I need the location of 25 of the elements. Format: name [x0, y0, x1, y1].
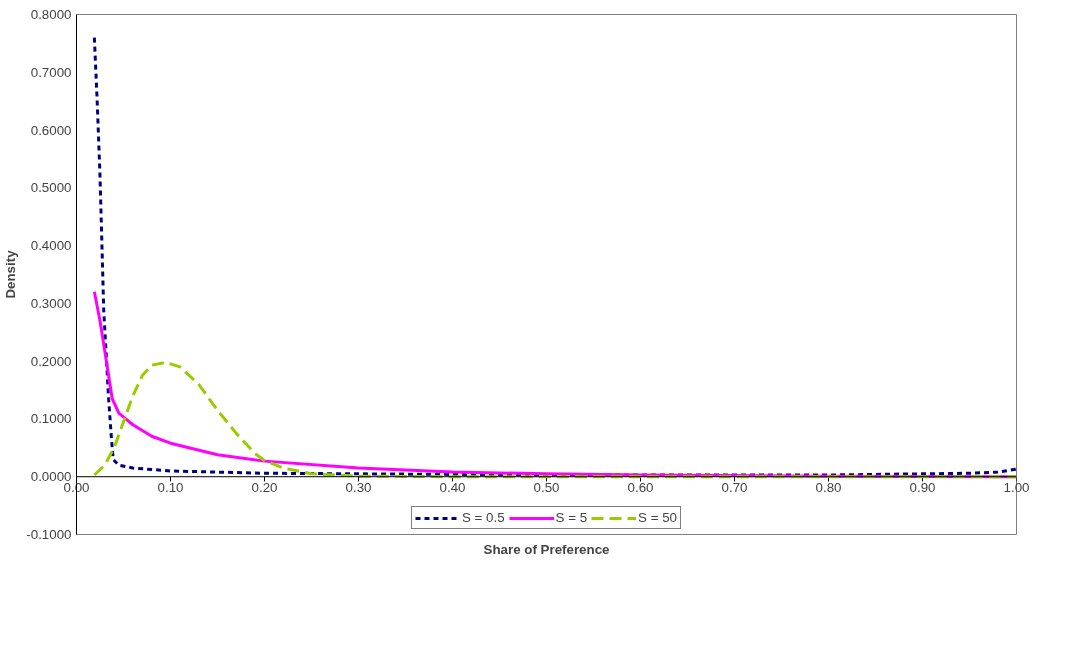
x-tick-label: 0.50	[533, 479, 560, 495]
x-tick-label: 0.40	[439, 479, 466, 495]
x-tick-label: 0.70	[721, 479, 748, 495]
y-tick-label: -0.1000	[26, 527, 72, 542]
y-tick-label: 0.5000	[30, 180, 72, 196]
y-tick-label: 0.6000	[30, 122, 72, 138]
y-tick-label: 0.7000	[30, 64, 72, 80]
y-tick-label: 0.4000	[30, 238, 72, 254]
x-tick-label: 0.20	[251, 479, 278, 495]
x-tick-label: 0.10	[157, 479, 184, 495]
y-tick-label: 0.2000	[30, 353, 72, 369]
x-tick-label: 0.80	[815, 479, 842, 495]
y-axis-title: Density	[3, 249, 19, 299]
legend-label: S = 0.5	[461, 510, 505, 525]
x-tick-label: 0.60	[627, 479, 654, 495]
x-axis-title: Share of Preference	[483, 541, 610, 557]
line-series	[92, 36, 1017, 477]
legend-label: S = 50	[638, 510, 678, 525]
x-tick-label: 0.30	[345, 479, 372, 495]
y-tick-label: 0.3000	[30, 295, 72, 311]
legend-label: S = 5	[555, 510, 588, 525]
line-series	[92, 360, 1017, 479]
y-tick-label: 0.1000	[30, 411, 72, 427]
y-tick-label: 0.8000	[30, 7, 72, 22]
x-tick-label: 0.90	[909, 479, 936, 495]
